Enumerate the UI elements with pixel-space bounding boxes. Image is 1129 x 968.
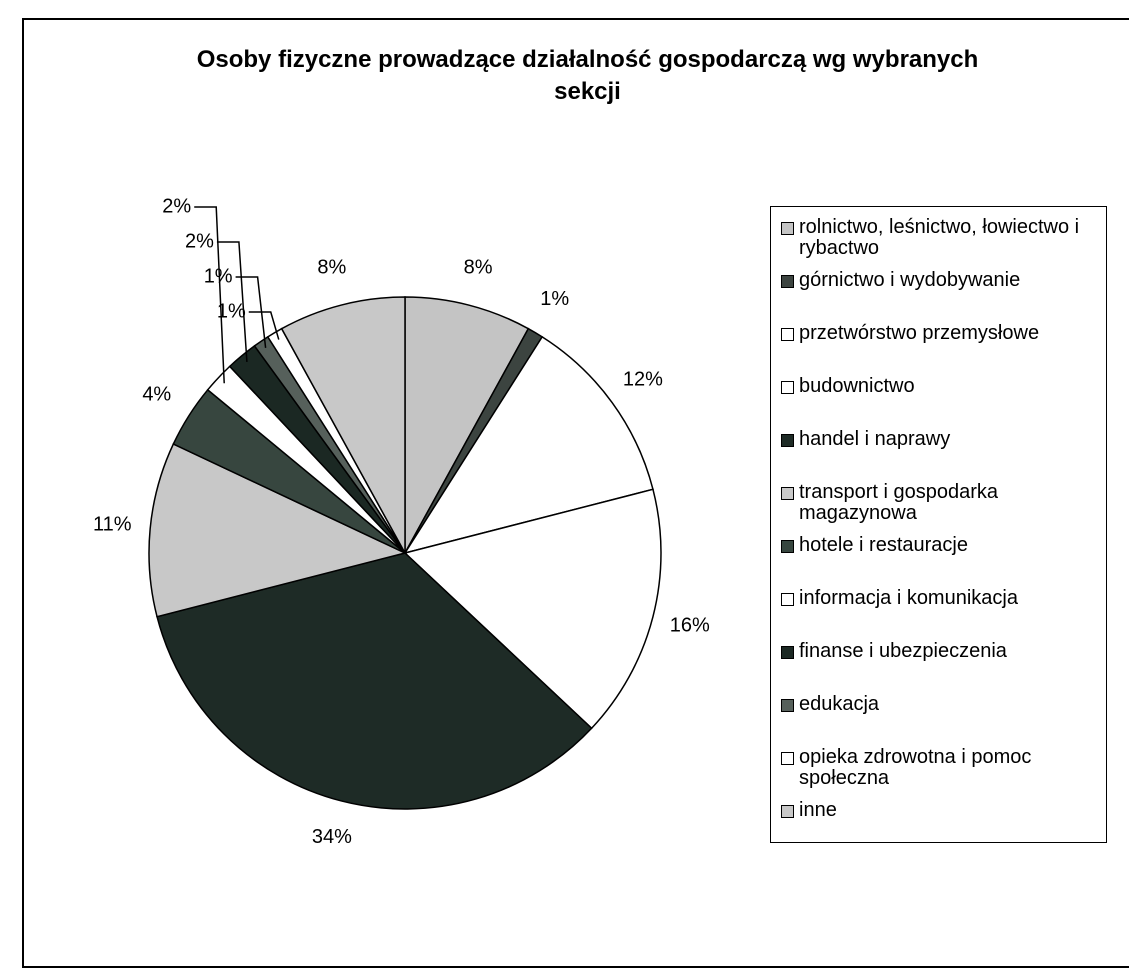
leader-line [248, 311, 280, 340]
legend-label: hotele i restauracje [799, 534, 968, 556]
legend-item: przetwórstwo przemysłowe [781, 323, 1102, 376]
pie-slice [404, 296, 530, 554]
legend-item: finanse i ubezpieczenia [781, 641, 1102, 694]
data-label: 34% [312, 826, 352, 848]
legend-label: edukacja [799, 693, 880, 715]
pie-slice [403, 488, 662, 730]
legend-swatch [781, 328, 794, 341]
leader-line [194, 206, 225, 384]
legend-label: finanse i ubezpieczenia [799, 640, 1007, 662]
legend-swatch [781, 487, 794, 500]
leader-line [216, 241, 248, 362]
legend-swatch [781, 434, 794, 447]
legend-item: opieka zdrowotna i pomoc społeczna [781, 747, 1102, 800]
data-label: 2% [185, 230, 214, 252]
data-label: 1% [540, 288, 569, 310]
legend-item: informacja i komunikacja [781, 588, 1102, 641]
data-label: 1% [217, 300, 246, 322]
legend-label: opieka zdrowotna i pomoc społeczna [799, 746, 1032, 789]
data-label: 1% [204, 265, 233, 287]
pie-slice [403, 335, 654, 555]
legend-item: rolnictwo, leśnictwo, łowiectwo i rybact… [781, 217, 1102, 270]
legend-label: górnictwo i wydobywanie [799, 269, 1021, 291]
legend-item: transport i gospodarka magazynowa [781, 482, 1102, 535]
legend-label: przetwórstwo przemysłowe [799, 322, 1040, 344]
legend-item: handel i naprawy [781, 429, 1102, 482]
legend-swatch [781, 381, 794, 394]
pie-slice [280, 296, 406, 554]
legend-swatch [781, 646, 794, 659]
legend-label: inne [799, 799, 837, 821]
legend-item: budownictwo [781, 376, 1102, 429]
legend-swatch [781, 540, 794, 553]
data-label: 16% [670, 614, 710, 636]
legend-swatch [781, 275, 794, 288]
legend-swatch [781, 699, 794, 712]
legend-label: rolnictwo, leśnictwo, łowiectwo i rybact… [799, 216, 1080, 259]
data-label: 8% [317, 257, 346, 279]
legend-swatch [781, 752, 794, 765]
legend-item: hotele i restauracje [781, 535, 1102, 588]
data-label: 12% [623, 368, 663, 390]
legend: rolnictwo, leśnictwo, łowiectwo i rybact… [770, 206, 1107, 843]
legend-label: transport i gospodarka magazynowa [799, 481, 999, 524]
legend-item: górnictwo i wydobywanie [781, 270, 1102, 323]
chart-title: Osoby fizyczne prowadzące działalność go… [196, 46, 979, 105]
legend-swatch [781, 805, 794, 818]
legend-swatch [781, 593, 794, 606]
pie-slice [148, 443, 408, 618]
legend-swatch [781, 222, 794, 235]
data-label: 4% [142, 384, 171, 406]
data-label: 11% [93, 514, 132, 536]
pie-slice [156, 552, 593, 810]
leader-line [235, 276, 267, 348]
data-label: 2% [162, 195, 191, 217]
legend-item: edukacja [781, 694, 1102, 747]
legend-label: budownictwo [799, 375, 915, 397]
legend-label: informacja i komunikacja [799, 587, 1018, 609]
data-label: 8% [464, 257, 493, 279]
legend-label: handel i naprawy [799, 428, 951, 450]
legend-item: inne [781, 800, 1102, 853]
